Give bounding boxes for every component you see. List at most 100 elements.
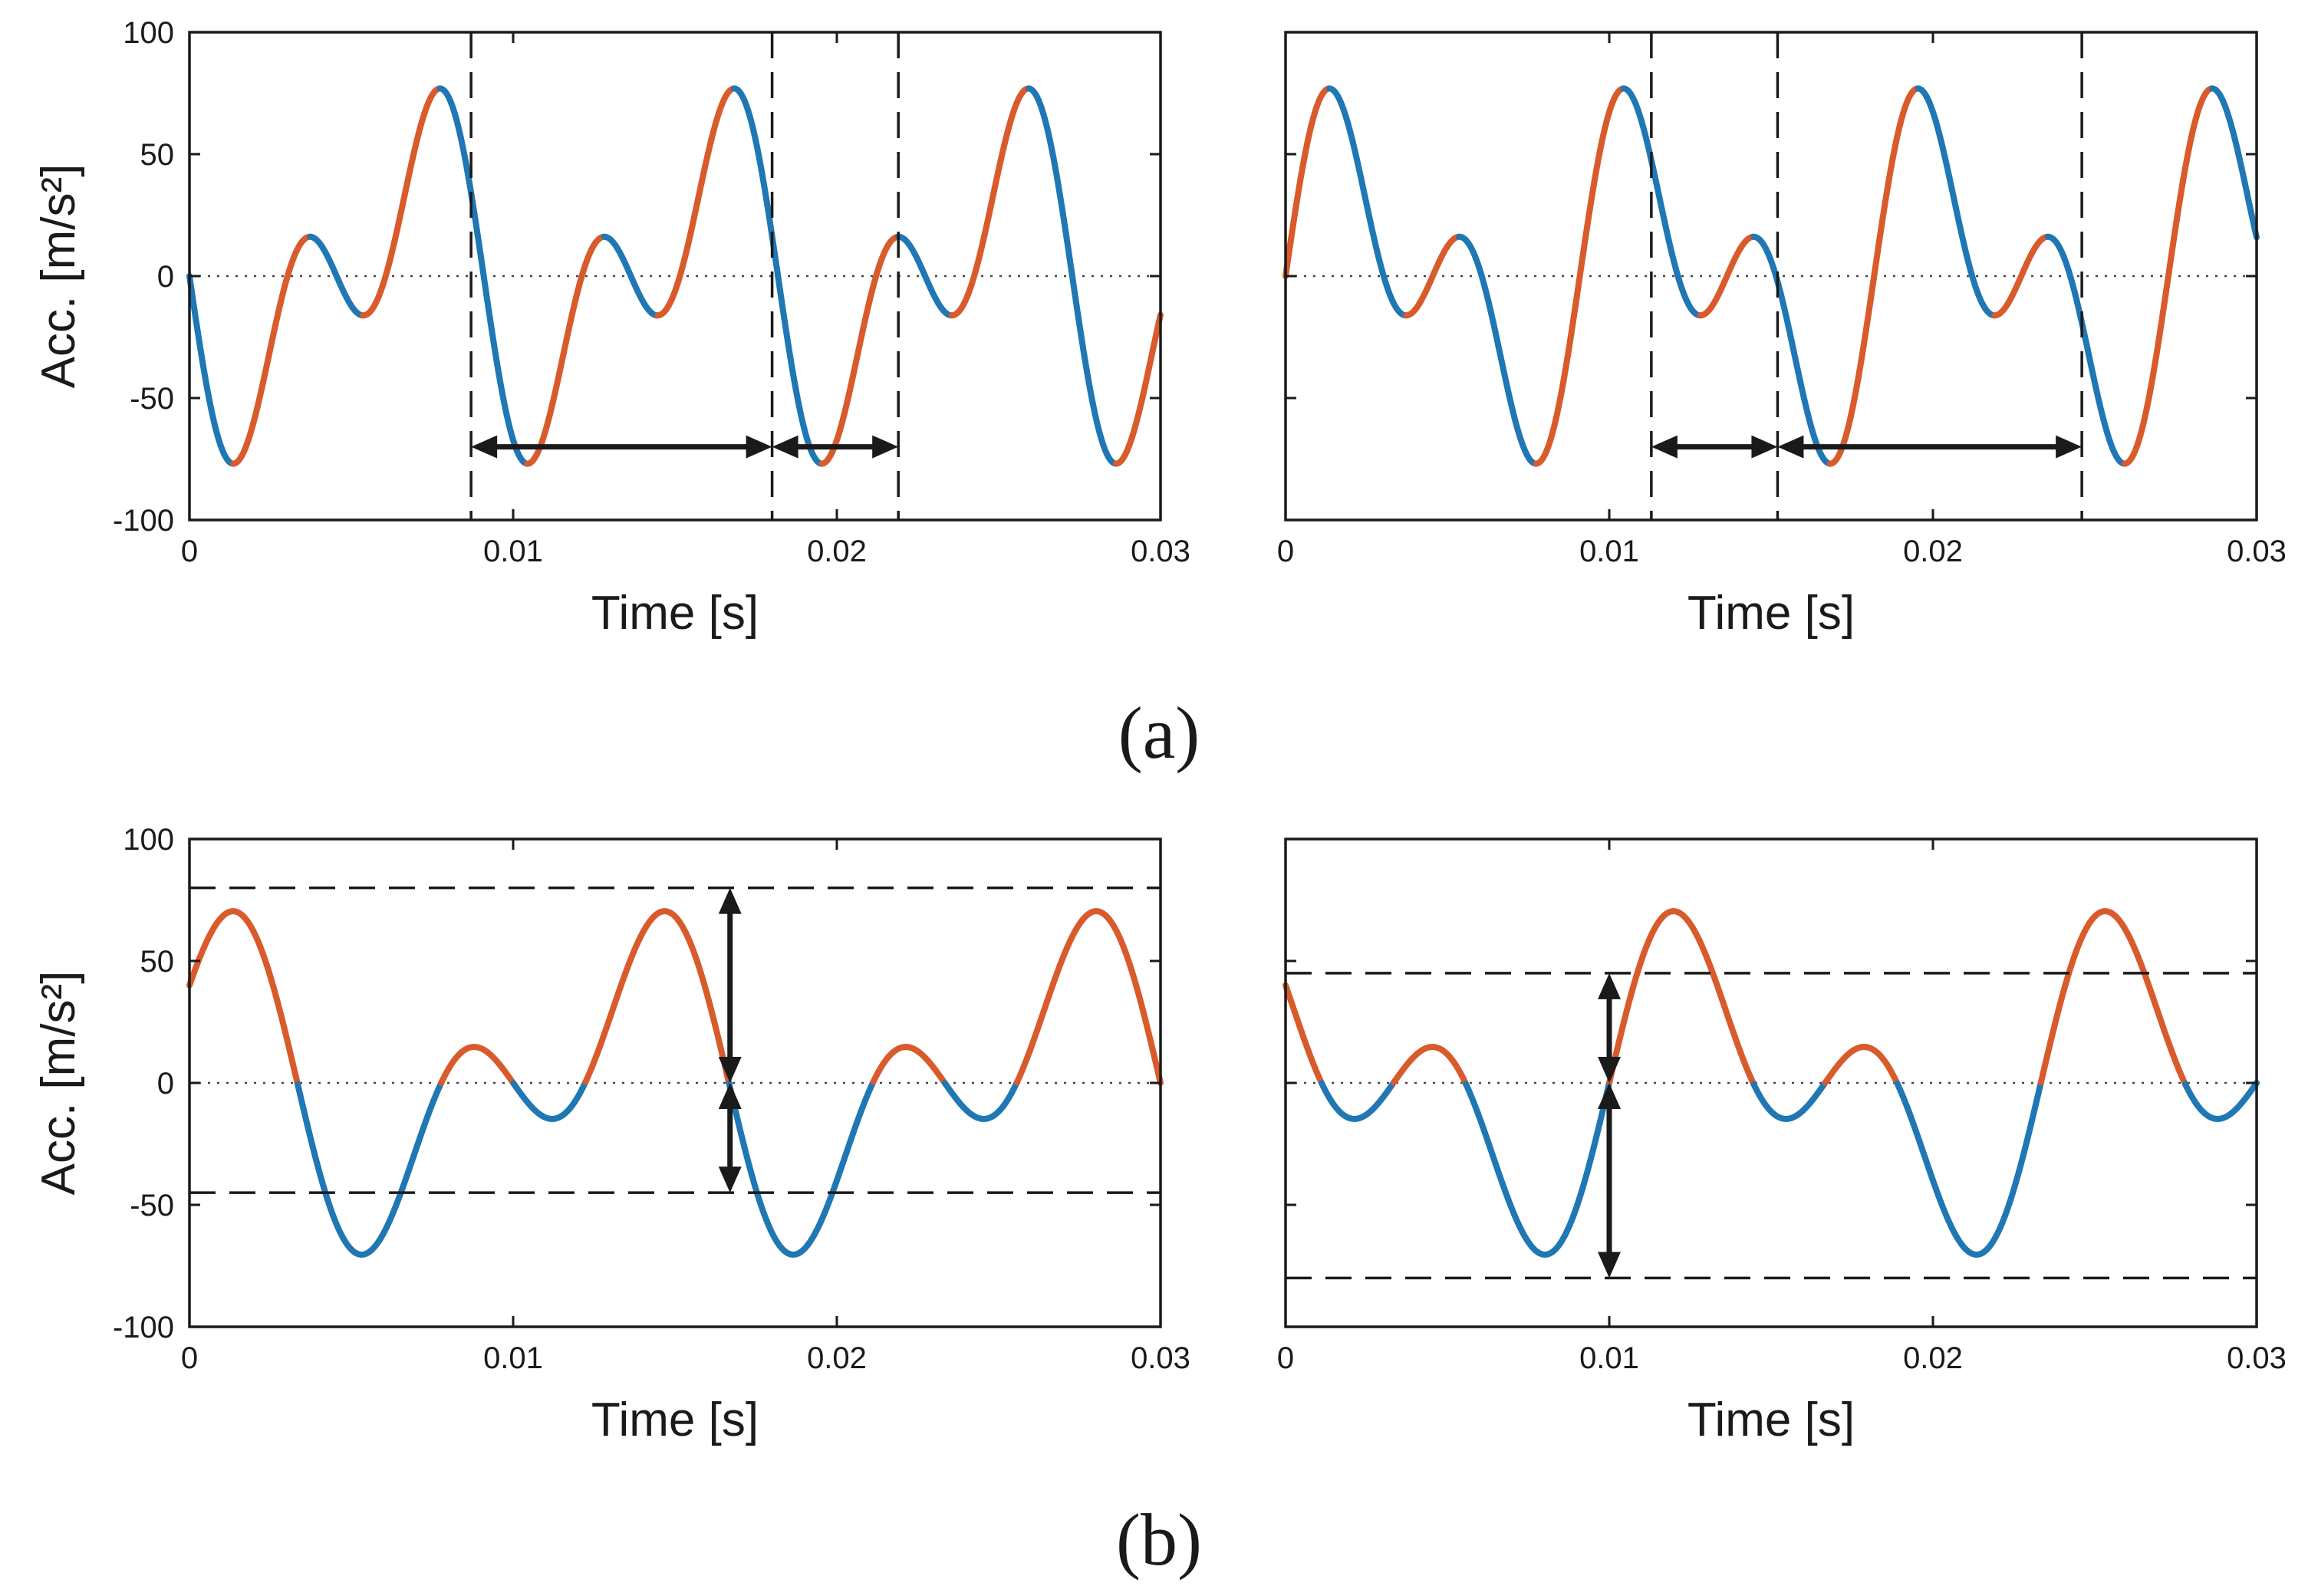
series-positive-segment-6 [1822, 1044, 1901, 1087]
series-rising-segment-0 [1282, 85, 1332, 279]
series-rising-segment-7 [654, 85, 737, 319]
series-falling-segment-1 [1325, 85, 1410, 319]
chart-b-right: 0 0.01 0.02 0.03 Time [s] [1277, 837, 2287, 1446]
x-tick-label: 0 [1277, 1341, 1294, 1375]
arrow-0-head-end [1751, 435, 1778, 459]
series-falling-segment-5 [1620, 85, 1704, 319]
x-tick-label: 0.02 [1903, 535, 1963, 568]
series-rising-segment-4 [1533, 85, 1627, 467]
x-tick-label: 0.02 [807, 535, 867, 568]
series-rising-segment-5 [524, 233, 607, 467]
y-tick-label: 50 [140, 138, 175, 172]
arrow-1-head-end [872, 435, 899, 459]
arrow-1-head-start [1598, 1083, 1621, 1109]
y-tick-label: -50 [130, 382, 174, 416]
y-tick-label: 100 [123, 823, 174, 857]
series-negative-segment-5 [726, 1078, 877, 1258]
x-axis-label: Time [s] [1687, 1394, 1855, 1446]
panel-label-b: (b) [1116, 1499, 1202, 1581]
arrow-1-head-start [1777, 435, 1804, 459]
arrow-0-head-end [1598, 972, 1621, 999]
series-negative-segment-3 [1463, 1078, 1613, 1258]
series-falling-segment-8 [730, 85, 825, 467]
arrow-0-head-end [746, 435, 772, 459]
series-negative-segment-1 [295, 1079, 445, 1258]
y-axis-label: Acc. [m/s²] [32, 164, 85, 389]
series-positive-segment-4 [1606, 908, 1757, 1088]
y-tick-label: 50 [140, 945, 175, 979]
series-rising-segment-10 [1991, 233, 2051, 319]
arrow-0-head-start [1598, 1057, 1621, 1083]
y-tick-label: -50 [130, 1189, 174, 1223]
y-axis-label: Acc. [m/s²] [32, 971, 85, 1196]
series-falling-segment-0 [186, 273, 236, 467]
series-falling-segment-10 [895, 233, 955, 319]
arrow-0-head-start [1651, 435, 1678, 459]
x-tick-label: 0.03 [2227, 1341, 2287, 1375]
series-rising-segment-13 [1113, 311, 1164, 467]
x-tick-label: 0 [181, 1341, 198, 1375]
arrow-0-head-start [471, 435, 498, 459]
series-rising-segment-1 [229, 233, 314, 467]
series-falling-segment-9 [1915, 85, 1998, 319]
y-tick-label: -100 [113, 1311, 174, 1344]
series-positive-segment-8 [1013, 908, 1164, 1086]
series-falling-segment-12 [1026, 85, 1120, 467]
x-tick-label: 0.02 [1903, 1341, 1963, 1375]
series-positive-segment-2 [1391, 1044, 1470, 1088]
series-negative-segment-7 [941, 1079, 1020, 1122]
arrow-1-head-end [1598, 1252, 1621, 1278]
series-rising-segment-6 [1697, 233, 1757, 319]
series-positive-segment-0 [1282, 982, 1325, 1087]
x-tick-label: 0.02 [807, 1341, 867, 1375]
x-tick-label: 0.03 [1131, 1341, 1190, 1375]
series-rising-segment-12 [2122, 85, 2216, 467]
chart-a-right: 0 0.01 0.02 0.03 Time [s] [1277, 31, 2287, 640]
x-tick-label: 0.01 [1579, 535, 1639, 568]
series-negative-segment-9 [2181, 1080, 2260, 1122]
arrow-1-head-end [718, 1167, 742, 1193]
x-axis-label: Time [s] [591, 587, 759, 640]
x-axis-label: Time [s] [591, 1394, 759, 1446]
series-negative-segment-5 [1750, 1079, 1829, 1122]
x-tick-label: 0.01 [483, 535, 543, 568]
y-tick-label: -100 [113, 504, 174, 538]
series-falling-segment-7 [1750, 233, 1833, 467]
series-positive-segment-8 [2037, 908, 2188, 1088]
series-positive-segment-2 [438, 1044, 517, 1087]
y-tick-label: 0 [157, 260, 174, 294]
chart-b-left: 0 0.01 0.02 0.03 100 50 0 -50 -100 Time [s] Acc. [… [32, 823, 1190, 1446]
arrow-0-head-start [718, 1057, 742, 1083]
y-tick-label: 0 [157, 1067, 174, 1101]
x-tick-label: 0.01 [1579, 1341, 1639, 1375]
series-falling-segment-13 [2209, 85, 2260, 241]
series-rising-segment-11 [948, 85, 1032, 319]
series-rising-segment-2 [1403, 233, 1463, 319]
series-falling-segment-6 [601, 233, 661, 319]
y-tick-label: 100 [123, 16, 174, 50]
x-tick-label: 0.03 [1131, 535, 1190, 568]
series-rising-segment-3 [360, 85, 443, 319]
series-negative-segment-1 [1319, 1079, 1398, 1122]
series-negative-segment-3 [510, 1078, 589, 1122]
series-falling-segment-4 [436, 85, 531, 467]
series-rising-segment-8 [1826, 85, 1921, 467]
x-tick-label: 0 [181, 535, 198, 568]
series-falling-segment-11 [2044, 233, 2129, 467]
panel-label-a: (a) [1118, 692, 1200, 774]
series-positive-segment-6 [870, 1044, 948, 1087]
series-falling-segment-3 [1456, 233, 1539, 467]
series-falling-segment-2 [307, 233, 367, 319]
series-positive-segment-4 [582, 908, 733, 1087]
series-rising-segment-9 [818, 233, 902, 467]
arrow-1-head-start [772, 435, 798, 459]
x-tick-label: 0.03 [2227, 535, 2287, 568]
x-tick-label: 0.01 [483, 1341, 543, 1375]
arrow-1-head-end [2056, 435, 2083, 459]
x-tick-label: 0 [1277, 535, 1294, 568]
arrow-0-head-end [718, 887, 742, 914]
series-negative-segment-7 [1894, 1079, 2044, 1258]
series-positive-segment-0 [186, 908, 301, 1088]
x-axis-label: Time [s] [1687, 587, 1855, 640]
